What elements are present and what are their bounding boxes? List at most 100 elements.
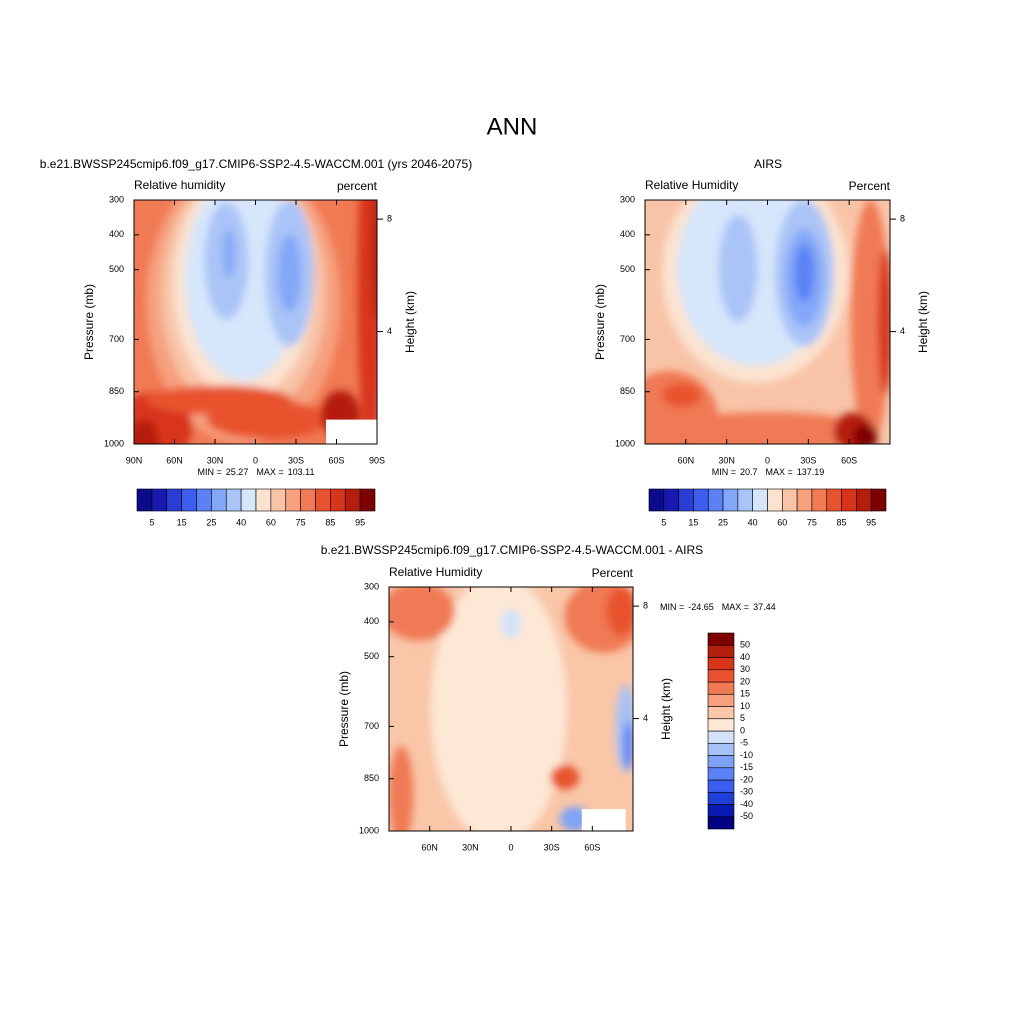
contour-region (134, 419, 159, 444)
missing-data (581, 809, 626, 831)
panel-title: b.e21.BWSSP245cmip6.f09_g17.CMIP6-SSP2-4… (321, 543, 703, 557)
colorbar-box (841, 488, 857, 512)
colorbar-box (811, 488, 828, 512)
contour-region (372, 200, 377, 322)
colorbar-box (330, 488, 346, 512)
y-tick-label: 500 (620, 264, 635, 274)
colorbar-box (240, 488, 257, 512)
contour-blobs (134, 200, 377, 444)
colorbar-box (707, 657, 735, 671)
y-axis-title: Pressure (mb) (82, 284, 96, 360)
colorbar-box (344, 488, 361, 512)
colorbar-box (707, 742, 735, 756)
y-tick-label: 400 (620, 229, 635, 239)
y-tick-label: 300 (364, 581, 379, 591)
y-tick-label: 400 (364, 616, 379, 626)
contour-region (550, 765, 580, 790)
colorbar-box (196, 488, 212, 512)
colorbar-box (707, 706, 735, 720)
x-tick-label: 60N (421, 842, 438, 852)
colorbar-box (181, 488, 197, 512)
y2-tick-label: 8 (387, 213, 392, 223)
min-max: MIN = 20.7 MAX = 137.19 (712, 467, 825, 477)
y2-tick-label: 4 (643, 713, 648, 723)
contour-region (389, 745, 414, 831)
y2-axis-title: Height (km) (403, 291, 417, 353)
y-tick-label: 1000 (359, 825, 379, 835)
x-tick-label: 30S (800, 455, 816, 465)
colorbar-box (767, 488, 783, 512)
colorbar-box (648, 488, 665, 512)
contour-region (146, 385, 292, 415)
colorbar-label: -5 (740, 738, 748, 748)
y-tick-label: 1000 (615, 438, 635, 448)
panel-title: b.e21.BWSSP245cmip6.f09_g17.CMIP6-SSP2-4… (40, 157, 472, 171)
colorbar-box (693, 488, 709, 512)
x-tick-label: 90N (126, 455, 143, 465)
contour-region (853, 424, 878, 444)
max-label: MAX = (766, 467, 793, 477)
contour-region (877, 248, 890, 396)
colorbar-label: -15 (740, 762, 753, 772)
x-tick-label: 60S (328, 455, 344, 465)
colorbar-label: 40 (740, 652, 750, 662)
colorbar-label: 20 (740, 676, 750, 686)
colorbar-box (211, 488, 227, 512)
colorbar-box (270, 488, 287, 512)
colorbar-label: 85 (325, 517, 335, 527)
x-tick-label: 0 (508, 842, 513, 852)
colorbar-label: 95 (355, 517, 365, 527)
y-tick-label: 300 (620, 194, 635, 204)
figure-title: ANN (487, 113, 538, 140)
colorbar-box (707, 669, 735, 683)
colorbar-label: 85 (837, 517, 847, 527)
min-label: MIN = (198, 467, 222, 477)
colorbar-box (707, 632, 735, 646)
colorbar-box (856, 488, 872, 512)
contour-region (277, 234, 302, 313)
colorbar-box (255, 488, 272, 512)
x-tick-label: 30N (718, 455, 735, 465)
colorbar-label: 60 (266, 517, 276, 527)
contour-region (357, 200, 377, 444)
x-tick-label: 30S (544, 842, 560, 852)
colorbar-label: -40 (740, 799, 753, 809)
y-tick-label: 850 (109, 386, 124, 396)
colorbar-box (300, 488, 316, 512)
colorbar-label: 30 (740, 664, 750, 674)
x-tick-label: 60N (678, 455, 695, 465)
y-tick-label: 500 (364, 651, 379, 661)
colorbar-box (707, 730, 735, 744)
colorbar-box (359, 488, 376, 512)
colorbar-box (782, 488, 798, 512)
colorbar-label: 75 (807, 517, 817, 527)
colorbar-box (151, 488, 168, 512)
min-value: -24.65 (688, 602, 714, 612)
colorbar-label: 15 (177, 517, 187, 527)
colorbar-box (796, 488, 813, 512)
x-tick-label: 0 (253, 455, 258, 465)
panel-title: AIRS (754, 157, 782, 171)
x-tick-label: 60N (166, 455, 183, 465)
x-tick-label: 0 (765, 455, 770, 465)
contour-field (134, 200, 377, 444)
y-axis-title: Pressure (mb) (337, 671, 351, 747)
contour-region (657, 412, 878, 444)
y-tick-label: 400 (109, 229, 124, 239)
y2-tick-label: 8 (643, 600, 648, 610)
contour-region (623, 721, 633, 770)
left-label: Relative humidity (134, 178, 225, 192)
colorbar-box (707, 718, 735, 732)
contour-region (389, 587, 455, 641)
colorbar-box (707, 791, 735, 805)
colorbar-box (285, 488, 301, 512)
contour-field (389, 587, 633, 831)
y-axis-title: Pressure (mb) (593, 284, 607, 360)
contour-blobs (645, 200, 890, 444)
colorbar-box (737, 488, 753, 512)
contour-region (501, 608, 521, 639)
min-max: MIN = 25.27 MAX = 103.11 (198, 467, 315, 477)
colorbar-label: 60 (777, 517, 787, 527)
colorbar-box (707, 804, 735, 818)
contour-field (645, 200, 890, 444)
